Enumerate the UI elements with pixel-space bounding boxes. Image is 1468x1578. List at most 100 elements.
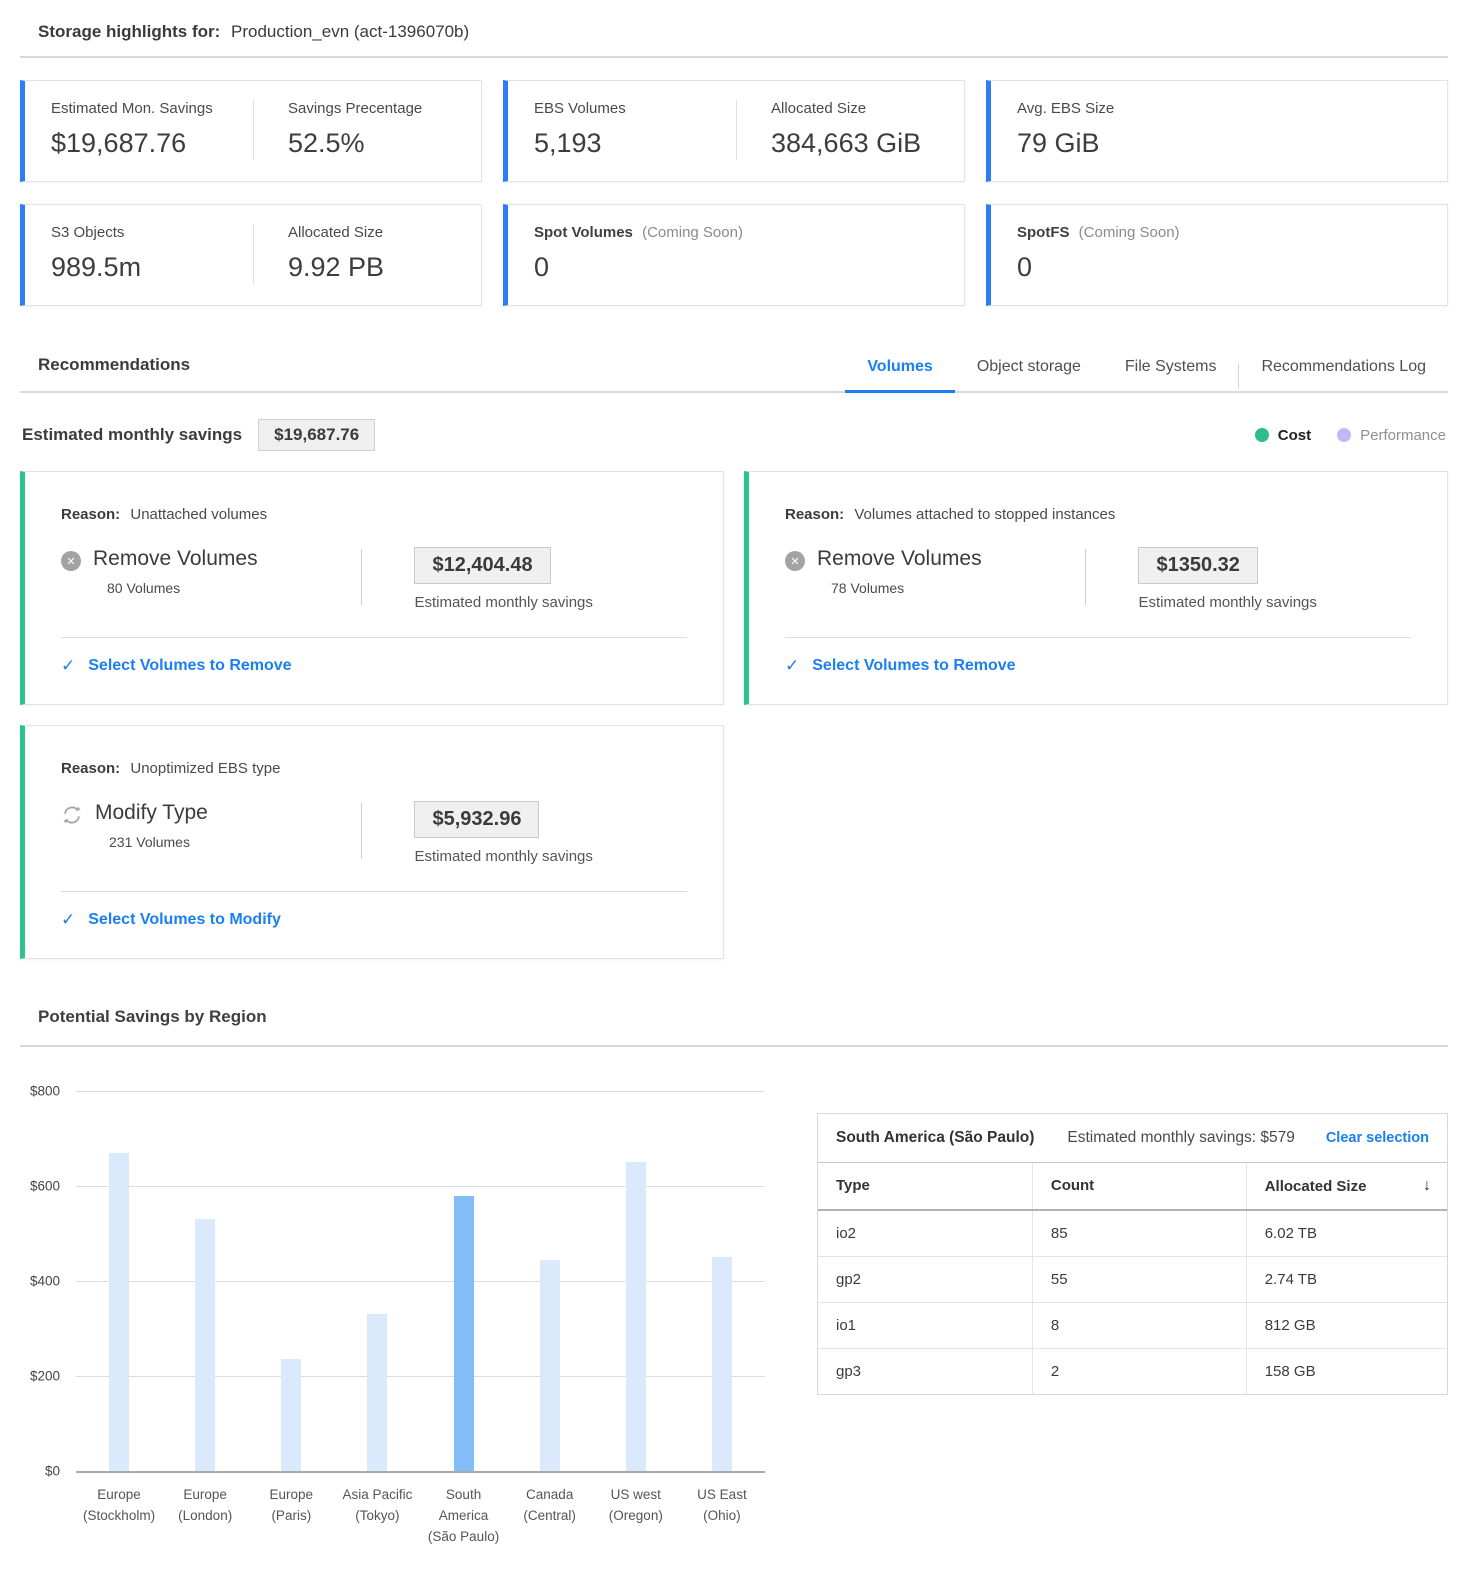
gridline (76, 1281, 765, 1282)
summary-label: Estimated monthly savings (22, 425, 243, 444)
bar-slot (334, 1091, 420, 1471)
stat-label: EBS Volumes (534, 100, 626, 117)
card-estimated-savings: Estimated Mon. Savings $19,687.76 Saving… (20, 80, 482, 182)
action-left: ✕ Remove Volumes 78 Volumes (785, 547, 1085, 611)
vertical-divider (1085, 549, 1087, 605)
bar-slot (76, 1091, 162, 1471)
column-header-count[interactable]: Count (1031, 1163, 1246, 1209)
reason-text: Unattached volumes (130, 506, 268, 523)
chart-x-axis: Europe (Stockholm) Europe (London) Europe (Pa… (76, 1485, 765, 1548)
bar-asia-pacific-tokyo[interactable] (367, 1314, 388, 1471)
table-row[interactable]: gp2 55 2.74 TB (818, 1257, 1447, 1303)
action-row: ✕ Remove Volumes 80 Volumes $12,404.48 E… (61, 547, 687, 611)
stat-avg-ebs-size: Avg. EBS Size 79 GiB (1017, 100, 1421, 160)
bars-row (76, 1091, 765, 1471)
card-spot-volumes: Spot Volumes (Coming Soon) 0 (503, 204, 965, 306)
legend-item-cost[interactable]: Cost (1254, 426, 1312, 444)
bar-canada-central[interactable] (539, 1259, 560, 1471)
select-volumes-action[interactable]: ✓ Select Volumes to Modify (61, 892, 687, 958)
reason-text: Unoptimized EBS type (130, 760, 281, 777)
bar-europe-stockholm[interactable] (109, 1152, 130, 1471)
gridline (76, 1471, 765, 1473)
select-volumes-action[interactable]: ✓ Select Volumes to Remove (61, 638, 687, 704)
stat-label: Allocated Size (288, 224, 384, 241)
stat-label-main: SpotFS (1017, 224, 1070, 241)
tab-object-storage[interactable]: Object storage (976, 358, 1081, 375)
reason-line: Reason: Unattached volumes (61, 506, 687, 523)
select-volumes-link[interactable]: Select Volumes to Remove (88, 657, 292, 674)
tab-recommendations-log[interactable]: Recommendations Log (1261, 358, 1426, 375)
page-title-label: Storage highlights for: (38, 22, 221, 41)
select-volumes-link[interactable]: Select Volumes to Modify (88, 911, 281, 928)
reason-text: Volumes attached to stopped instances (854, 506, 1116, 523)
action-count: 80 Volumes (107, 580, 181, 596)
stat-estimated-mon-savings: Estimated Mon. Savings $19,687.76 (51, 100, 253, 160)
stat-value: 0 (1017, 252, 1033, 282)
bar-europe-paris[interactable] (281, 1359, 302, 1471)
remove-volumes-icon: ✕ (785, 551, 805, 571)
reason-line: Reason: Volumes attached to stopped inst… (785, 506, 1411, 523)
legend-label: Cost (1277, 426, 1312, 444)
vertical-divider (361, 549, 363, 605)
modify-type-icon (61, 804, 83, 831)
card-divider (785, 637, 1411, 638)
bar-south-america-são-paulo[interactable] (453, 1195, 474, 1471)
stat-ebs-volumes: EBS Volumes 5,193 (534, 100, 736, 160)
gridline (76, 1186, 765, 1187)
table-row[interactable]: io1 8 812 GB (818, 1303, 1447, 1349)
savings-sub-label: Estimated monthly savings (414, 594, 593, 611)
column-header-type[interactable]: Type (836, 1177, 870, 1194)
cell-count: 85 (1031, 1211, 1246, 1256)
action-text: Modify Type 231 Volumes (95, 801, 208, 850)
action-count: 231 Volumes (109, 834, 190, 850)
clear-selection-link[interactable]: Clear selection (1325, 1130, 1429, 1146)
bar-us-east-ohio[interactable] (711, 1257, 732, 1471)
cell-size: 158 GB (1245, 1349, 1447, 1394)
reason-line: Reason: Unoptimized EBS type (61, 760, 687, 777)
tab-volumes[interactable]: Volumes (845, 348, 955, 393)
table-row[interactable]: io2 85 6.02 TB (818, 1211, 1447, 1257)
select-volumes-link[interactable]: Select Volumes to Remove (812, 657, 1016, 674)
cell-type: gp2 (836, 1271, 862, 1288)
check-icon: ✓ (61, 910, 76, 929)
highlights-row-1: Estimated Mon. Savings $19,687.76 Saving… (20, 80, 1448, 182)
recommendations-header-row: Recommendations Volumes Object storage F… (20, 348, 1448, 393)
action-text: Remove Volumes 80 Volumes (93, 547, 258, 596)
bar-chart-plot (76, 1091, 765, 1473)
header-divider (20, 56, 1448, 58)
legend-label: Performance (1360, 426, 1446, 444)
table-row[interactable]: gp3 2 158 GB (818, 1349, 1447, 1394)
stat-label: Spot Volumes (Coming Soon) (534, 224, 938, 241)
bar-slot (593, 1091, 679, 1471)
bar-slot (679, 1091, 765, 1471)
savings-sub-label: Estimated monthly savings (414, 848, 593, 865)
stat-label: S3 Objects (51, 224, 125, 241)
action-count: 78 Volumes (831, 580, 905, 596)
gridline (76, 1376, 765, 1377)
x-tick-label: South America (São Paulo) (427, 1487, 500, 1544)
recommendations-tabs: Volumes Object storage File Systems Reco… (845, 348, 1448, 393)
savings-badge: $1350.32 (1138, 547, 1258, 584)
cell-size: 2.74 TB (1245, 1257, 1447, 1302)
y-tick-label: $600 (29, 1178, 60, 1194)
bar-europe-london[interactable] (195, 1219, 216, 1471)
reason-label: Reason: (785, 506, 845, 523)
card-s3-objects: S3 Objects 989.5m Allocated Size 9.92 PB (20, 204, 482, 306)
action-title: Remove Volumes (817, 547, 982, 570)
coming-soon-tag: (Coming Soon) (642, 224, 743, 241)
stat-label-main: Spot Volumes (534, 224, 633, 241)
chart-y-axis: $800 $600 $400 $200 $0 (20, 1084, 76, 1479)
legend-item-performance[interactable]: Performance (1337, 427, 1446, 444)
bar-us-west-oregon[interactable] (625, 1162, 646, 1471)
card-divider (61, 637, 687, 638)
column-header-allocated-size[interactable]: Allocated Size ↓ (1245, 1163, 1447, 1209)
highlights-row-2: S3 Objects 989.5m Allocated Size 9.92 PB… (20, 204, 1448, 306)
y-tick-label: $200 (29, 1368, 60, 1384)
region-savings-text: Estimated monthly savings: $579 (1067, 1129, 1295, 1146)
select-volumes-action[interactable]: ✓ Select Volumes to Remove (785, 638, 1411, 704)
sort-descending-icon[interactable]: ↓ (1423, 1177, 1431, 1194)
cell-count: 8 (1031, 1303, 1246, 1348)
tab-divider (1238, 363, 1240, 389)
tab-file-systems[interactable]: File Systems (1124, 358, 1217, 375)
recommendations-heading: Recommendations (38, 355, 191, 374)
